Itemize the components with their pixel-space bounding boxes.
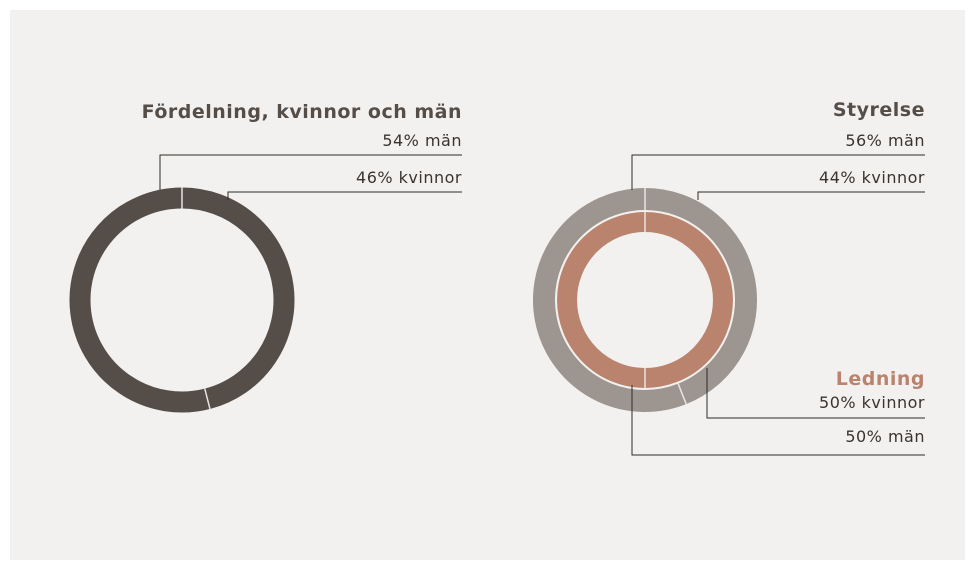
ring-title: Styrelse [833,99,925,121]
donut-segment [644,212,733,388]
leader-line [159,154,462,190]
leader-line [227,191,462,200]
chart-title: Fördelning, kvinnor och män [142,101,462,123]
donut-segment [181,187,295,409]
value-label: 44% kvinnor [819,168,925,187]
value-label: 54% män [382,131,462,150]
separator [677,383,687,405]
value-label: 50% män [845,427,925,446]
donut-segment [644,188,757,405]
leader-line [706,368,925,419]
leader-line [631,385,925,456]
donut-segment [69,187,210,413]
donut-segment [533,188,687,412]
ring-title: Ledning [836,368,925,390]
separator [204,388,211,410]
leader-line [631,154,925,190]
leader-line [697,191,925,200]
panel [10,10,965,560]
value-label: 56% män [845,131,925,150]
value-label: 50% kvinnor [819,393,925,412]
value-label: 46% kvinnor [356,168,462,187]
donut-segment [557,212,646,388]
